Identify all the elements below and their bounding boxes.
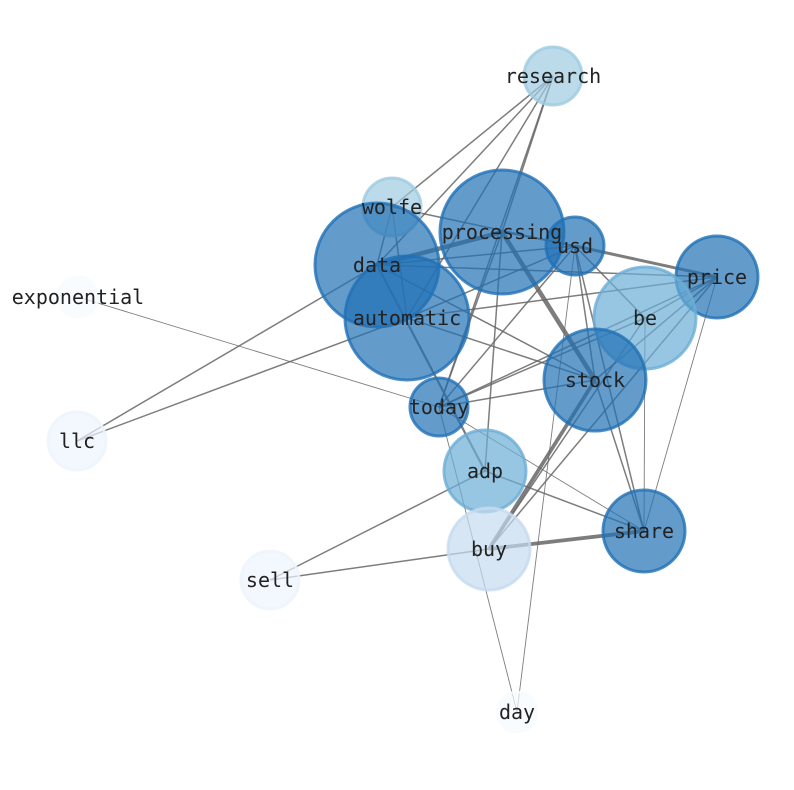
node-buy <box>446 506 532 592</box>
edge-price-share <box>643 276 718 532</box>
node-today <box>408 376 470 438</box>
node-day <box>495 690 539 734</box>
node-label-price: price <box>687 265 747 289</box>
node-label-day: day <box>499 700 535 724</box>
node-label-buy: buy <box>471 537 507 561</box>
node-label-research: research <box>505 64 601 88</box>
edge-exponential-today <box>77 296 440 408</box>
node-label-today: today <box>409 395 469 419</box>
node-label-data: data <box>353 253 401 277</box>
node-stock <box>542 327 648 433</box>
node-share <box>601 488 687 574</box>
node-sell <box>239 549 301 611</box>
node-label-usd: usd <box>557 234 593 258</box>
node-automatic <box>343 254 471 382</box>
node-label-processing: processing <box>442 220 562 244</box>
node-label-adp: adp <box>467 459 503 483</box>
edge-usd-today <box>438 245 576 408</box>
node-label-wolfe: wolfe <box>362 195 422 219</box>
node-llc <box>46 410 108 472</box>
node-label-sell: sell <box>246 568 294 592</box>
edge-usd-day <box>516 245 576 713</box>
node-label-be: be <box>633 306 657 330</box>
node-usd <box>544 215 606 277</box>
node-label-llc: llc <box>59 429 95 453</box>
node-label-share: share <box>614 519 674 543</box>
node-label-automatic: automatic <box>353 306 461 330</box>
node-label-exponential: exponential <box>12 285 144 309</box>
edge-research-wolfe <box>391 75 554 208</box>
nodes <box>46 45 760 734</box>
node-exponential <box>56 275 100 319</box>
node-research <box>522 45 584 107</box>
node-label-stock: stock <box>565 368 625 392</box>
